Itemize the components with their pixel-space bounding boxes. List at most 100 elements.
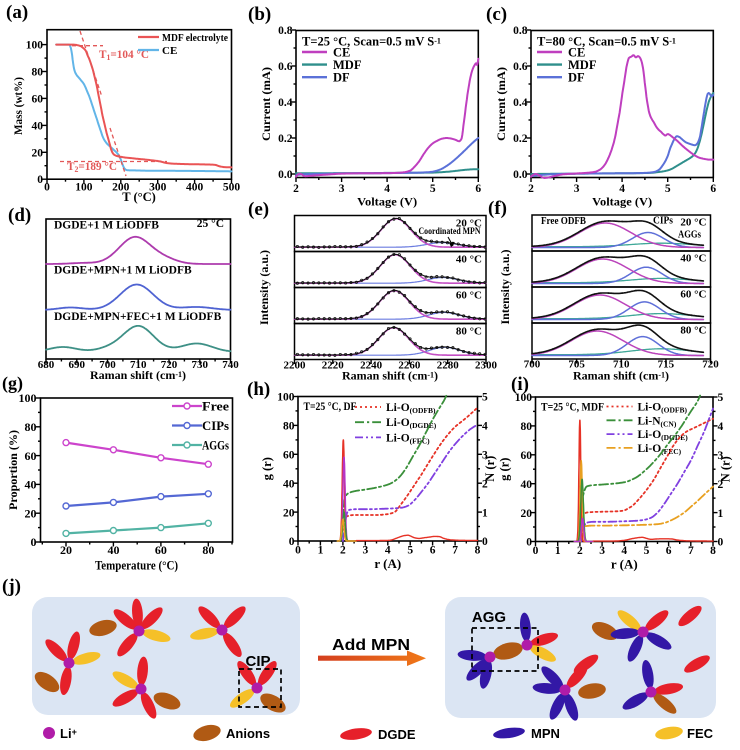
svg-text:4: 4 [619, 183, 625, 195]
svg-text:AGGs: AGGs [678, 230, 701, 241]
svg-text:3: 3 [362, 545, 368, 557]
svg-text:T1=104 °C: T1=104 °C [99, 49, 149, 62]
svg-text:60: 60 [32, 93, 44, 105]
svg-text:Mass (wt%): Mass (wt%) [13, 77, 25, 135]
svg-text:100: 100 [19, 391, 37, 405]
svg-text:CE: CE [162, 45, 177, 57]
svg-text:5: 5 [430, 183, 436, 195]
svg-text:20: 20 [283, 507, 295, 519]
svg-text:40: 40 [107, 543, 119, 557]
svg-text:Intensity (a.u.): Intensity (a.u.) [257, 250, 271, 325]
svg-text:Free ODFB: Free ODFB [541, 216, 586, 227]
svg-text:DGDE+MPN+FEC+1 M LiODFB: DGDE+MPN+FEC+1 M LiODFB [54, 311, 222, 323]
svg-text:20: 20 [521, 508, 533, 520]
svg-text:2200: 2200 [284, 360, 307, 372]
svg-text:T=25 °C, DF: T=25 °C, DF [304, 401, 357, 413]
svg-text:60 °C: 60 °C [680, 289, 706, 301]
svg-text:MDF: MDF [333, 58, 362, 72]
svg-text:720: 720 [161, 359, 178, 371]
svg-text:80 °C: 80 °C [456, 326, 482, 338]
svg-text:40 °C: 40 °C [680, 253, 706, 265]
svg-text:2: 2 [528, 183, 534, 195]
svg-text:Add MPN: Add MPN [332, 637, 410, 654]
svg-text:0: 0 [718, 537, 724, 549]
svg-text:0: 0 [533, 545, 539, 557]
svg-text:T=80 °C, Scan=0.5 mV S-1: T=80 °C, Scan=0.5 mV S-1 [537, 35, 676, 49]
svg-text:(i): (i) [511, 374, 529, 395]
svg-text:0.0: 0.0 [513, 169, 528, 181]
svg-text:Current (mA): Current (mA) [494, 67, 508, 141]
svg-text:Raman shift (cm-1): Raman shift (cm-1) [90, 368, 186, 382]
svg-text:8: 8 [710, 545, 716, 557]
svg-text:0: 0 [289, 536, 295, 548]
svg-text:1: 1 [718, 508, 724, 520]
svg-text:2: 2 [577, 545, 583, 557]
svg-text:80: 80 [25, 420, 37, 434]
svg-text:0: 0 [295, 545, 301, 557]
svg-text:Li-O(ODFB): Li-O(ODFB) [638, 402, 688, 415]
svg-text:DGDE+MPN+1 M LiODFB: DGDE+MPN+1 M LiODFB [54, 265, 192, 277]
svg-text:715: 715 [658, 359, 675, 371]
svg-text:T=25 °C, Scan=0.5 mV S-1: T=25 °C, Scan=0.5 mV S-1 [302, 35, 441, 49]
svg-text:DGDE+1 M LiODFB: DGDE+1 M LiODFB [54, 220, 159, 232]
svg-text:80: 80 [283, 421, 295, 433]
svg-text:3: 3 [718, 450, 724, 462]
svg-text:(c): (c) [486, 4, 507, 25]
svg-text:DF: DF [568, 71, 585, 85]
svg-text:3: 3 [599, 545, 605, 557]
svg-text:(d): (d) [8, 205, 31, 226]
svg-text:710: 710 [613, 359, 630, 371]
svg-text:0.4: 0.4 [513, 97, 528, 109]
svg-text:2300: 2300 [475, 360, 498, 372]
svg-text:0.4: 0.4 [278, 97, 293, 109]
svg-text:0: 0 [526, 537, 532, 549]
svg-text:g (r): g (r) [260, 457, 274, 480]
svg-text:710: 710 [130, 359, 147, 371]
svg-text:Li-O(DGDE): Li-O(DGDE) [638, 429, 689, 442]
svg-text:20: 20 [60, 543, 72, 557]
svg-text:0.8: 0.8 [513, 25, 528, 37]
svg-text:(f): (f) [488, 198, 507, 219]
svg-text:25 °C: 25 °C [197, 218, 224, 230]
svg-text:Raman shift (cm-1): Raman shift (cm-1) [342, 369, 438, 383]
svg-text:3: 3 [482, 450, 488, 462]
svg-text:Intensity (a.u.): Intensity (a.u.) [498, 249, 512, 324]
svg-text:80 °C: 80 °C [680, 325, 706, 337]
svg-text:5: 5 [482, 392, 488, 404]
svg-text:400: 400 [186, 182, 204, 194]
svg-text:1: 1 [318, 545, 324, 557]
svg-text:Free: Free [202, 400, 229, 414]
svg-text:80: 80 [202, 543, 214, 557]
svg-text:T=25 °C, MDF: T=25 °C, MDF [541, 402, 604, 414]
svg-text:2: 2 [340, 545, 346, 557]
svg-text:0.2: 0.2 [278, 133, 293, 145]
svg-text:DGDE: DGDE [378, 727, 416, 742]
svg-text:3: 3 [339, 183, 345, 195]
svg-text:0.0: 0.0 [278, 169, 293, 181]
svg-text:700: 700 [524, 359, 541, 371]
svg-text:7: 7 [688, 545, 694, 557]
svg-text:0: 0 [482, 536, 488, 548]
svg-text:Li-O(ODFB): Li-O(ODFB) [386, 402, 436, 415]
svg-text:CE: CE [568, 46, 585, 60]
svg-text:500: 500 [223, 182, 241, 194]
svg-text:MDF: MDF [568, 58, 597, 72]
svg-text:r (A): r (A) [374, 556, 401, 571]
svg-text:0.6: 0.6 [278, 61, 293, 73]
svg-text:Voltage (V): Voltage (V) [357, 195, 417, 209]
svg-text:100: 100 [277, 392, 295, 404]
svg-text:2280: 2280 [437, 360, 460, 372]
svg-text:0.6: 0.6 [513, 61, 528, 73]
svg-text:60: 60 [521, 450, 533, 462]
svg-text:80: 80 [521, 421, 533, 433]
svg-text:Li-O(DGDE): Li-O(DGDE) [386, 417, 437, 430]
svg-text:700: 700 [99, 359, 116, 371]
svg-text:Li-O(FEC): Li-O(FEC) [386, 432, 430, 445]
svg-text:740: 740 [222, 359, 239, 371]
svg-text:80: 80 [32, 67, 44, 79]
svg-text:2240: 2240 [360, 360, 383, 372]
svg-text:5: 5 [665, 183, 671, 195]
svg-text:4: 4 [621, 545, 627, 557]
svg-text:Anions: Anions [226, 726, 270, 741]
svg-text:680: 680 [38, 359, 55, 371]
